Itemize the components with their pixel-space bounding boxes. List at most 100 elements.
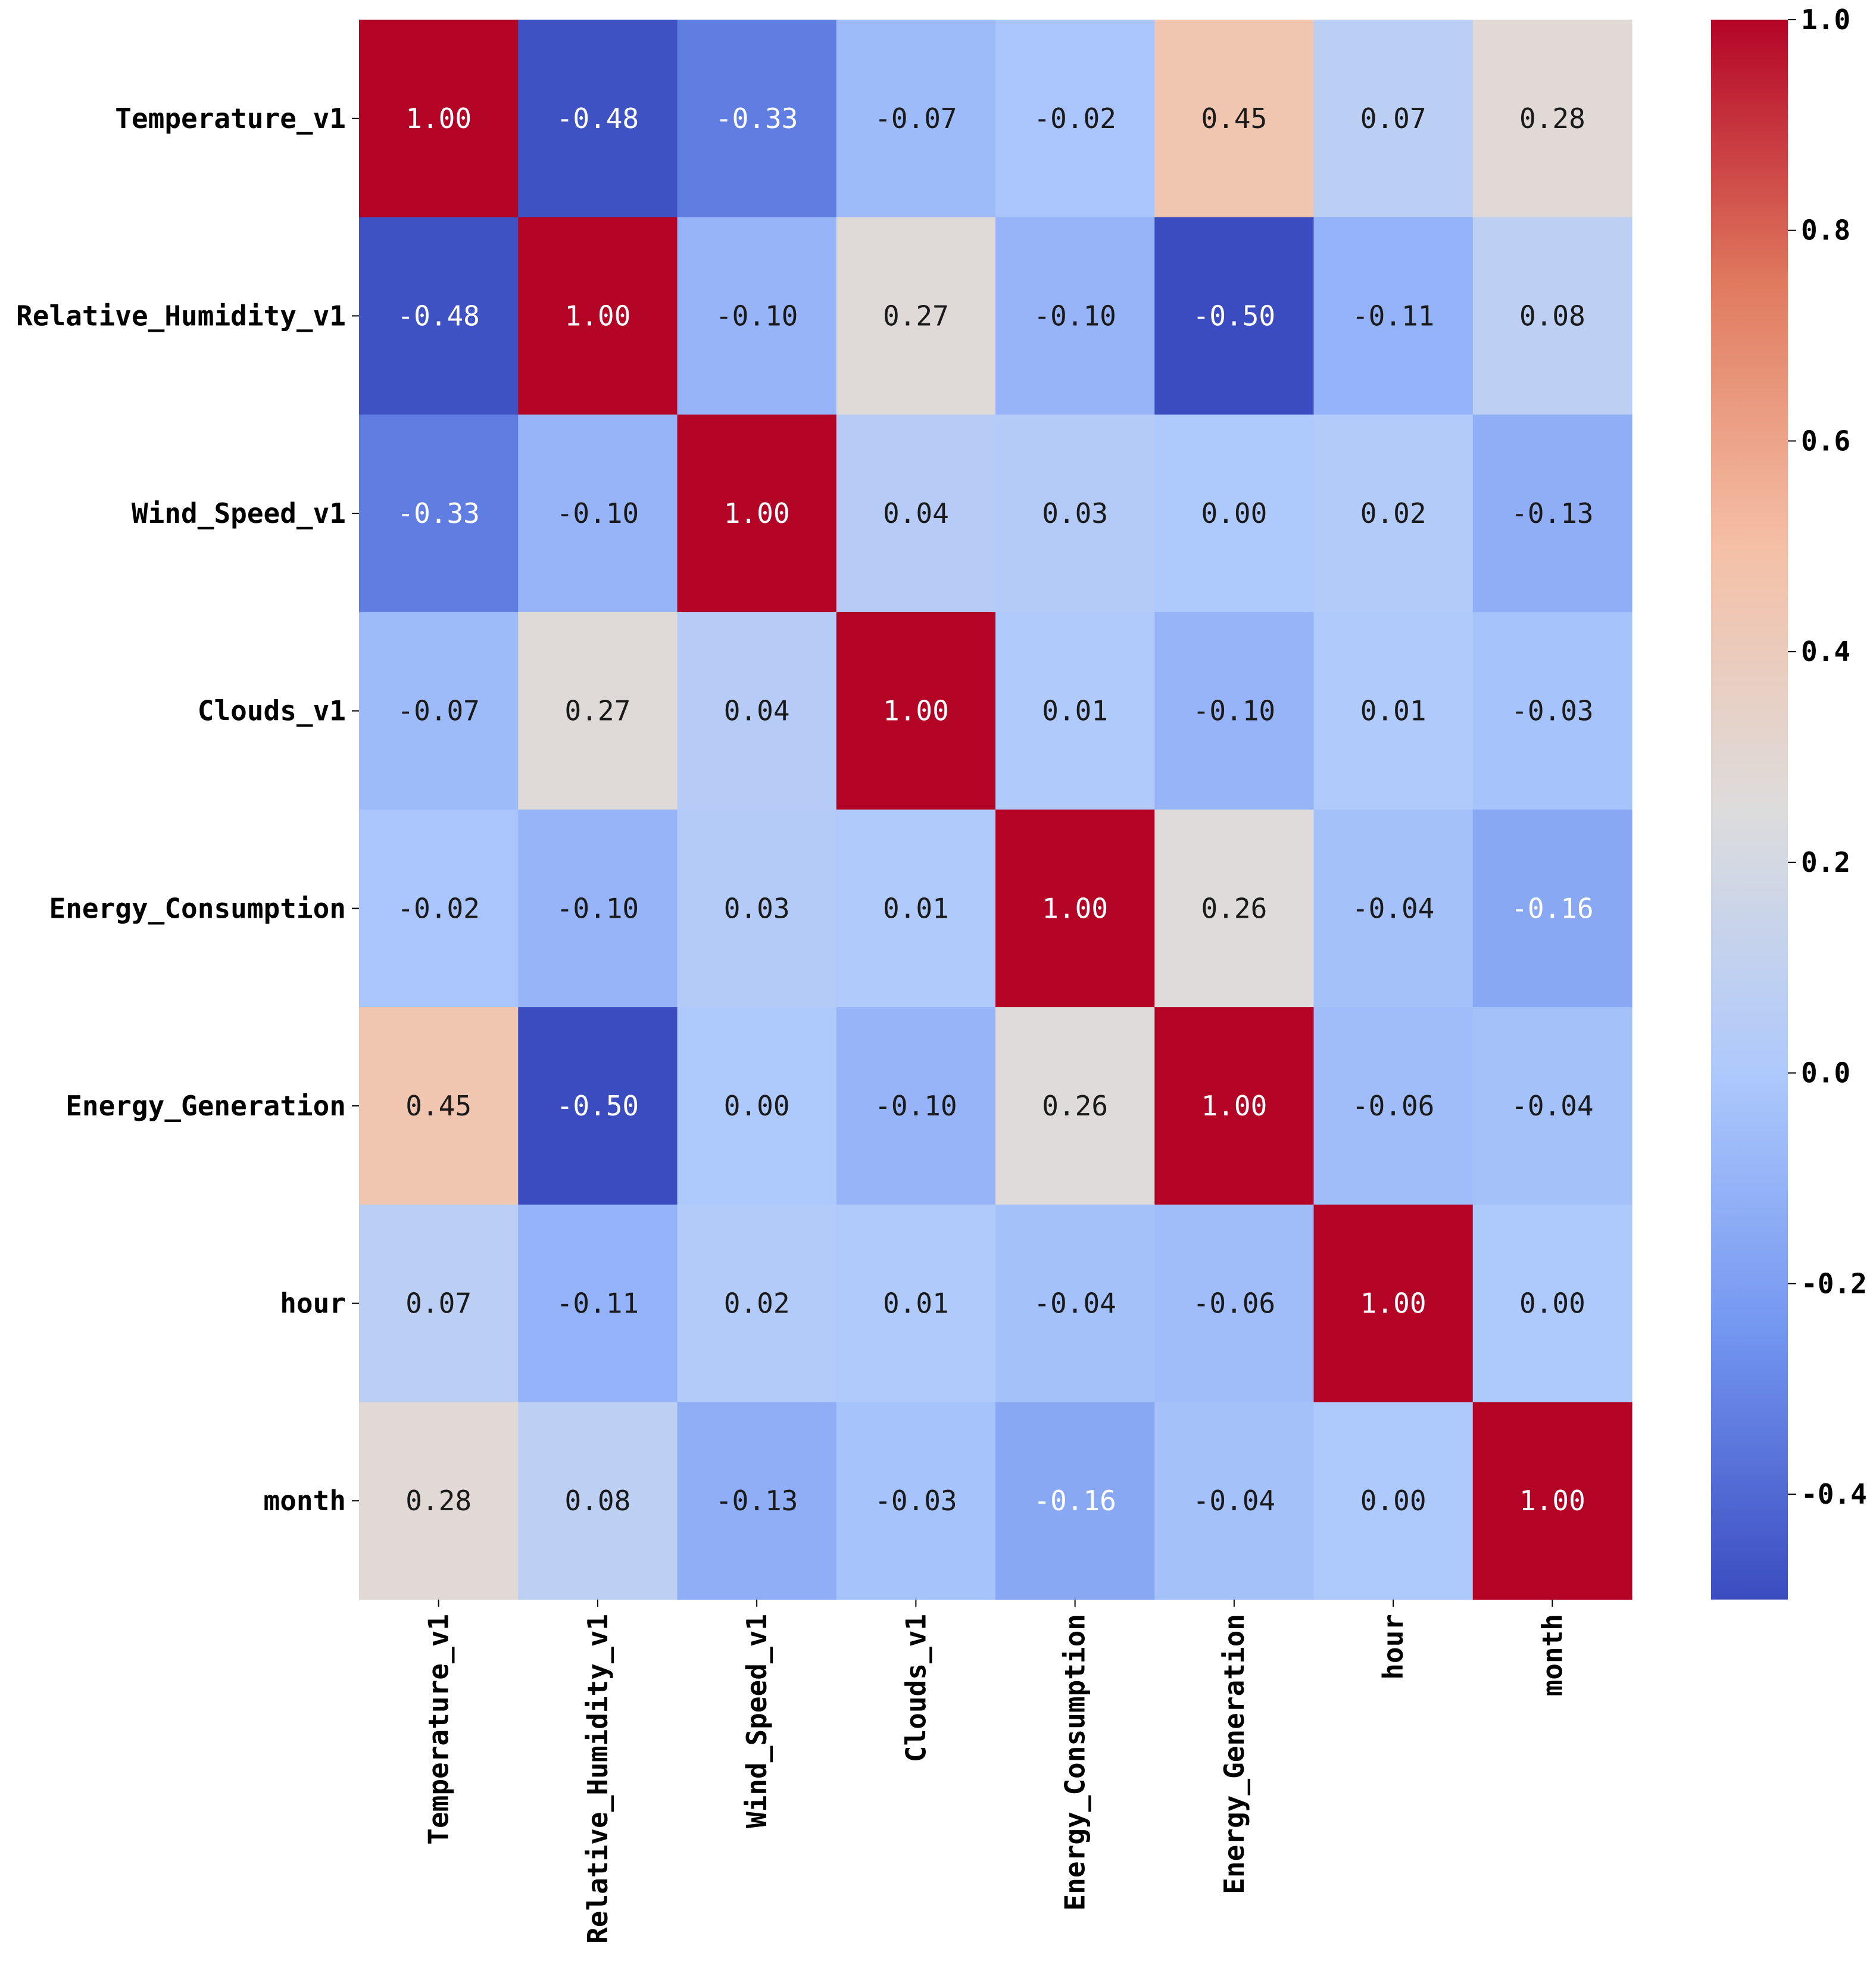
cell-value-label: -0.16	[1511, 892, 1593, 924]
cell-value-label: -0.07	[397, 695, 479, 727]
heatmap-cell	[359, 612, 519, 811]
row-label: hour	[280, 1288, 346, 1320]
heatmap-cell	[836, 809, 996, 1008]
cell-value-label: 0.28	[1519, 102, 1585, 135]
heatmap-cell	[995, 1204, 1155, 1402]
cell-value-label: 0.07	[1360, 102, 1426, 135]
colorbar-tick-label: 0.4	[1801, 635, 1850, 668]
cell-value-label: -0.06	[1352, 1090, 1434, 1122]
cell-value-label: 0.28	[405, 1485, 472, 1517]
cell-value-label: 0.08	[564, 1485, 630, 1517]
row-label: Temperature_v1	[115, 102, 346, 135]
heatmap-cell	[1313, 612, 1474, 811]
heatmap-cell	[359, 1402, 519, 1600]
cell-value-label: -0.10	[1034, 300, 1116, 332]
cell-value-label: 1.00	[724, 497, 790, 529]
cell-value-label: 1.00	[1519, 1485, 1585, 1517]
colorbar-gradient-bar	[1711, 20, 1788, 1600]
cell-value-label: -0.10	[1193, 695, 1275, 727]
heatmap-cell	[677, 1204, 837, 1402]
cell-value-label: -0.04	[1511, 1090, 1593, 1122]
column-label: Temperature_v1	[423, 1614, 455, 1845]
column-label: hour	[1377, 1614, 1409, 1680]
heatmap-cell	[1313, 1204, 1474, 1402]
cell-value-label: -0.48	[397, 300, 479, 332]
cell-value-label: -0.50	[557, 1090, 639, 1122]
cell-value-label: 0.01	[1360, 695, 1426, 727]
heatmap-cell	[1154, 1204, 1315, 1402]
cell-value-label: 1.00	[405, 102, 472, 135]
heatmap-cell	[995, 1402, 1155, 1600]
heatmap-cell	[836, 1007, 996, 1205]
cell-value-label: -0.03	[875, 1485, 957, 1517]
heatmap-cell	[518, 20, 678, 218]
cell-value-label: 0.02	[724, 1288, 790, 1320]
row-label: Clouds_v1	[198, 695, 346, 727]
heatmap-cell	[1313, 217, 1474, 415]
cell-value-label: -0.10	[875, 1090, 957, 1122]
heatmap-cell	[836, 217, 996, 415]
heatmap-cell	[1154, 612, 1315, 811]
heatmap-cell	[836, 1402, 996, 1600]
cell-value-label: 0.26	[1201, 892, 1267, 924]
cell-value-label: 0.01	[1042, 695, 1108, 727]
cell-value-label: 0.27	[564, 695, 630, 727]
cell-value-label: 0.03	[1042, 497, 1108, 529]
heatmap-cell	[1472, 1402, 1632, 1600]
cell-value-label: -0.33	[716, 102, 798, 135]
cell-value-label: -0.04	[1352, 892, 1434, 924]
column-label: Relative_Humidity_v1	[582, 1614, 614, 1944]
cell-value-label: 0.27	[883, 300, 949, 332]
heatmap-cell	[518, 1204, 678, 1402]
row-label: Energy_Generation	[65, 1090, 346, 1122]
row-label: Energy_Consumption	[49, 892, 347, 924]
cell-value-label: -0.48	[557, 102, 639, 135]
cell-value-label: 1.00	[1201, 1090, 1267, 1122]
cell-value-label: 0.04	[883, 497, 949, 529]
heatmap-cell	[1154, 20, 1315, 218]
heatmap-cell	[518, 414, 678, 613]
heatmap-cell	[1472, 809, 1632, 1008]
cell-value-label: -0.07	[875, 102, 957, 135]
heatmap-cell	[1472, 20, 1632, 218]
row-label: Wind_Speed_v1	[132, 497, 346, 529]
heatmap-cell	[518, 809, 678, 1008]
cell-value-label: -0.02	[1034, 102, 1116, 135]
heatmap-cell	[1472, 1007, 1632, 1205]
column-labels: Temperature_v1 Relative_Humidity_v1 Wind_S…	[423, 1600, 1568, 1944]
heatmap-cell	[1313, 1007, 1474, 1205]
heatmap-cell	[1472, 612, 1632, 811]
column-label: Energy_Generation	[1218, 1614, 1250, 1894]
heatmap-cell	[359, 20, 519, 218]
column-label: Clouds_v1	[900, 1614, 932, 1762]
heatmap-cell	[836, 414, 996, 613]
colorbar-tick-label: 1.0	[1801, 4, 1850, 36]
cell-value-label: 1.00	[564, 300, 630, 332]
heatmap-cell	[1313, 809, 1474, 1008]
heatmap-cell	[518, 1007, 678, 1205]
cell-value-label: 1.00	[883, 695, 949, 727]
heatmap-cell	[677, 1402, 837, 1600]
cell-value-label: 0.02	[1360, 497, 1426, 529]
cell-value-label: -0.10	[557, 497, 639, 529]
cell-value-label: 1.00	[1042, 892, 1108, 924]
cell-value-label: -0.13	[716, 1485, 798, 1517]
cell-value-label: 0.03	[724, 892, 790, 924]
row-labels: Temperature_v1 Relative_Humidity_v1 Wind_S…	[16, 102, 359, 1517]
cell-value-label: -0.13	[1511, 497, 1593, 529]
heatmap-cell	[1313, 20, 1474, 218]
cell-value-label: -0.50	[1193, 300, 1275, 332]
cell-value-label: 1.00	[1360, 1288, 1426, 1320]
heatmap-cell	[995, 414, 1155, 613]
heatmap-cell	[995, 217, 1155, 415]
cell-value-label: -0.33	[397, 497, 479, 529]
heatmap-cell	[1472, 414, 1632, 613]
colorbar-tick-label: 0.6	[1801, 425, 1850, 457]
cell-value-label: -0.16	[1034, 1485, 1116, 1517]
colorbar-tick-label: 0.8	[1801, 214, 1850, 247]
heatmap-cell	[1154, 1007, 1315, 1205]
cell-value-label: 0.00	[724, 1090, 790, 1122]
heatmap-cell	[359, 217, 519, 415]
heatmap-cell	[677, 1007, 837, 1205]
